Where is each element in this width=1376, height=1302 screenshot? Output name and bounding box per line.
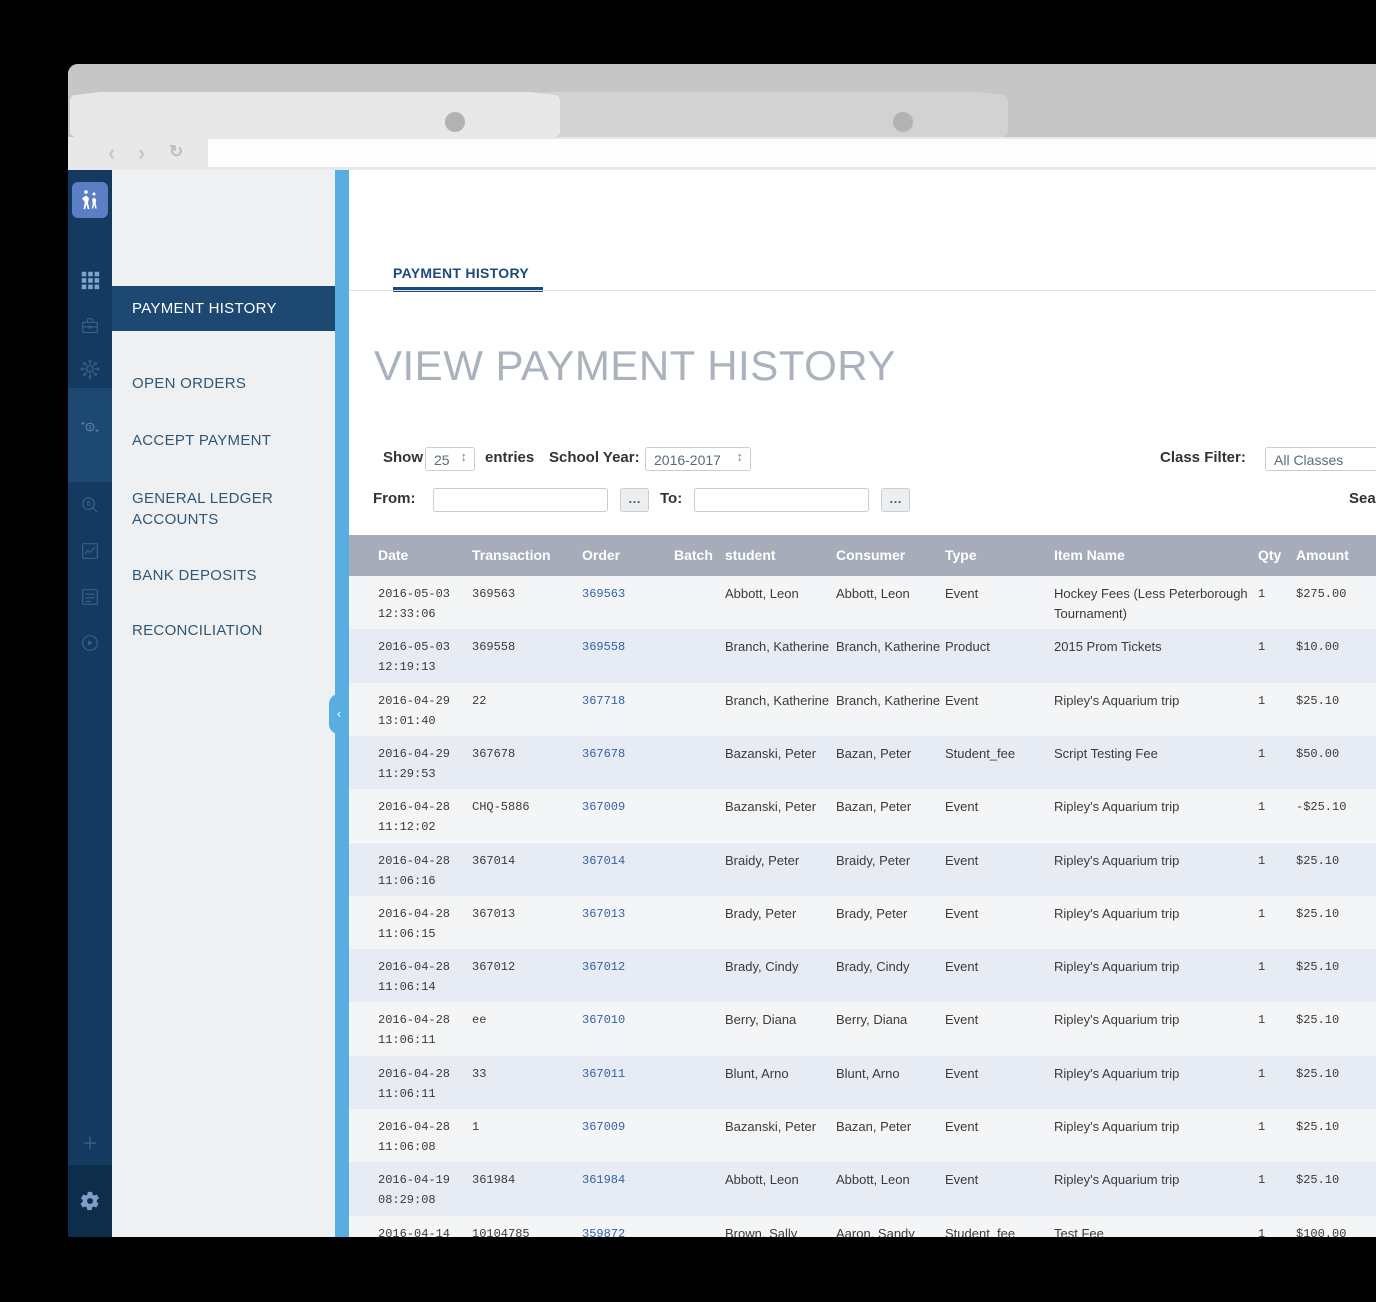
svg-text:$: $	[89, 425, 92, 431]
